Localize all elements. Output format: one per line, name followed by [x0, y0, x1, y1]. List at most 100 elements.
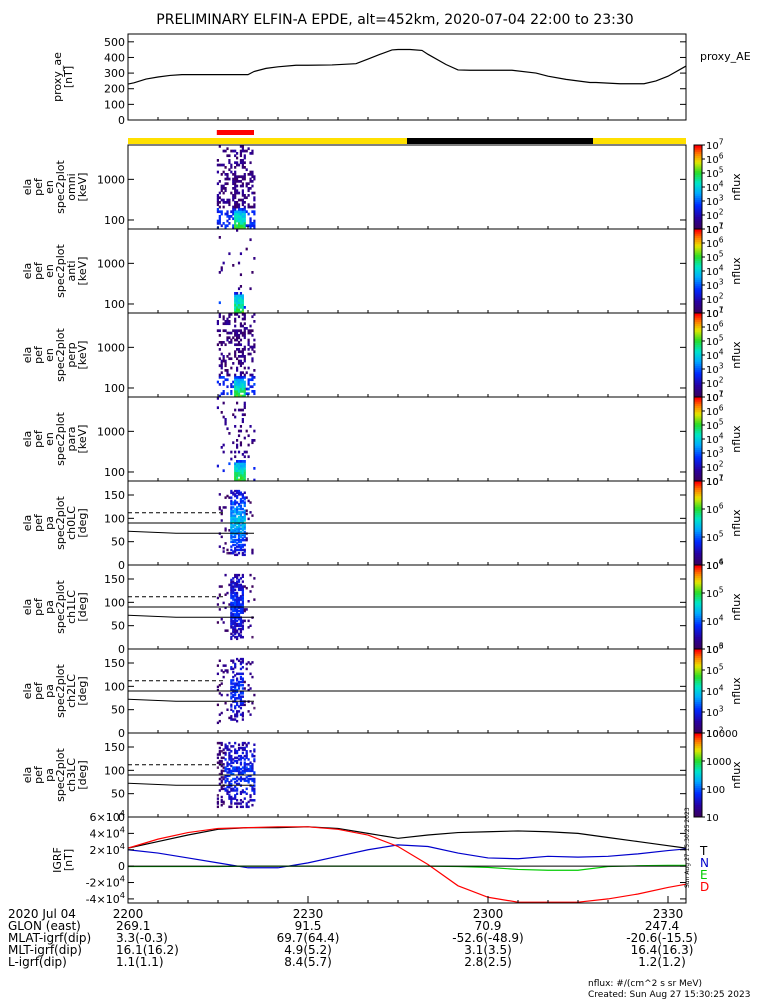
- colorbar-cell: [694, 508, 702, 511]
- colorbar-cell: [694, 787, 702, 791]
- heatmap-cell: [237, 768, 241, 771]
- heatmap-cell: [224, 779, 227, 782]
- colorbar-cell: [694, 203, 702, 207]
- heatmap-cell: [220, 366, 223, 370]
- heatmap-cell: [245, 805, 248, 809]
- colorbar-cell: [694, 168, 702, 171]
- heatmap-cell: [234, 226, 237, 230]
- heatmap-cell: [226, 785, 229, 789]
- heatmap-cell: [243, 538, 246, 542]
- heatmap-cell: [237, 627, 241, 631]
- heatmap-cell: [243, 469, 246, 473]
- heatmap-cell: [249, 287, 252, 291]
- panel-frame: [127, 33, 687, 121]
- heatmap-cell: [234, 467, 237, 470]
- heatmap-cell: [253, 790, 256, 794]
- heatmap-cell: [236, 787, 239, 791]
- heatmap-cell: [230, 603, 233, 606]
- heatmap-cell: [241, 219, 244, 223]
- heatmap-cell: [237, 748, 241, 751]
- heatmap-cell: [239, 533, 243, 537]
- heatmap-cell: [245, 792, 248, 795]
- heatmap-cell: [253, 748, 256, 751]
- heatmap-cell: [239, 376, 243, 379]
- heatmap-cell: [220, 359, 223, 363]
- heatmap-cell: [245, 512, 248, 516]
- heatmap-cell: [239, 548, 243, 552]
- created-footnote: Created: Sun Aug 27 15:30:25 2023: [588, 990, 750, 1000]
- heatmap-cell: [249, 385, 252, 389]
- heatmap-cell: [226, 173, 229, 176]
- ephemeris-value: -20.6(-15.5): [626, 931, 697, 945]
- heatmap-cell: [241, 464, 244, 468]
- heatmap-cell: [245, 247, 248, 251]
- heatmap-cell: [243, 201, 246, 204]
- colorbar-cell: [694, 191, 702, 194]
- heatmap-cell: [239, 273, 243, 277]
- colorbar-cell: [694, 707, 702, 711]
- heatmap-cell: [239, 596, 243, 600]
- heatmap-cell: [241, 789, 244, 792]
- ytick-label: 6×104: [90, 808, 125, 824]
- heatmap-cell: [247, 338, 250, 342]
- ephemeris-row-label: MLT-igrf(dip): [8, 943, 82, 957]
- heatmap-cell: [222, 359, 225, 363]
- heatmap-cell: [232, 385, 235, 389]
- heatmap-cell: [216, 198, 219, 202]
- heatmap-cell: [251, 210, 254, 214]
- heatmap-cell: [245, 751, 248, 755]
- heatmap-cell: [224, 166, 227, 169]
- heatmap-cell: [239, 595, 243, 598]
- heatmap-cell: [226, 790, 229, 794]
- heatmap-cell: [222, 315, 225, 319]
- heatmap-cell: [236, 548, 239, 552]
- heatmap-cell: [232, 621, 235, 624]
- colorbar-cell: [694, 598, 702, 602]
- colorbar-cell: [694, 212, 702, 215]
- heatmap-cell: [224, 768, 227, 771]
- heatmap-cell: [236, 715, 239, 718]
- heatmap-cell: [239, 520, 243, 524]
- heatmap-cell: [230, 782, 233, 786]
- heatmap-cell: [253, 779, 256, 782]
- heatmap-cell: [243, 553, 246, 557]
- colorbar-cell: [694, 403, 702, 406]
- heatmap-cell: [236, 378, 239, 382]
- heatmap-cell: [241, 371, 244, 375]
- heatmap-cell: [236, 184, 239, 188]
- heatmap-cell: [241, 596, 244, 600]
- colorbar-cell: [694, 785, 702, 789]
- heatmap-cell: [236, 348, 239, 351]
- heatmap-cell: [218, 493, 221, 496]
- heatmap-cell: [245, 745, 248, 748]
- heatmap-cell: [230, 688, 233, 692]
- heatmap-cell: [239, 224, 243, 228]
- heatmap-cell: [226, 792, 229, 795]
- heatmap-cell: [239, 493, 243, 496]
- heatmap-cell: [241, 208, 244, 211]
- colorbar-cell: [694, 590, 702, 593]
- heatmap-cell: [237, 603, 241, 606]
- heatmap-cell: [241, 378, 244, 382]
- heatmap-cell: [241, 800, 244, 804]
- heatmap-cell: [236, 491, 239, 494]
- heatmap-cell: [249, 152, 252, 155]
- ephemeris-row-label: MLAT-igrf(dip): [8, 931, 91, 945]
- heatmap-cell: [216, 685, 219, 689]
- heatmap-cell: [245, 538, 248, 542]
- heatmap-cell: [230, 525, 233, 529]
- heatmap-cell: [220, 341, 223, 344]
- heatmap-cell: [234, 629, 237, 632]
- colorbar-tick-label: 104: [706, 558, 724, 573]
- heatmap-cell: [224, 187, 227, 190]
- heatmap-cell: [253, 390, 256, 393]
- status-segment-sunlit: [128, 138, 407, 144]
- colorbar-cell: [694, 300, 702, 303]
- heatmap-cell: [230, 331, 233, 335]
- heatmap-cell: [230, 680, 233, 684]
- heatmap-cell: [232, 595, 235, 598]
- colorbar-cell: [694, 449, 702, 453]
- colorbar-cell: [694, 569, 702, 572]
- heatmap-cell: [236, 789, 239, 792]
- ytick-label: 0: [118, 860, 125, 873]
